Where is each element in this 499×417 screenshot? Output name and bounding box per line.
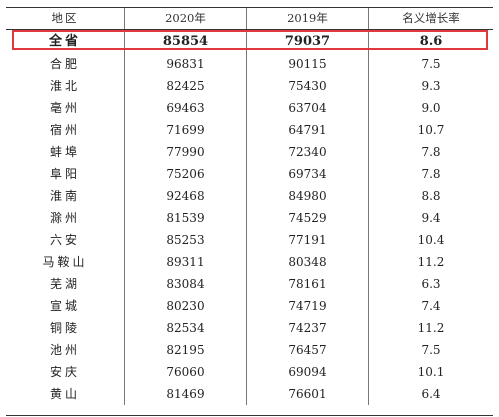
- header-2020: 2020年: [124, 8, 246, 29]
- total-2019: 79037: [246, 30, 368, 53]
- row-growth: 7.5: [368, 53, 493, 75]
- row-growth: 10.7: [368, 119, 493, 141]
- row-2020: 92468: [124, 185, 246, 207]
- row-region: 淮南: [49, 189, 80, 203]
- row-growth: 7.5: [368, 339, 493, 361]
- row-2020: 96831: [124, 53, 246, 75]
- row-2020: 76060: [124, 361, 246, 383]
- table-row: 亳州 69463 63704 9.0: [6, 97, 493, 119]
- row-growth: 7.8: [368, 141, 493, 163]
- row-region: 亳州: [49, 101, 80, 115]
- row-2019: 76601: [246, 383, 368, 405]
- table-row: 黄山 81469 76601 6.4: [6, 383, 493, 405]
- table-row: 合肥 96831 90115 7.5: [6, 53, 493, 75]
- row-region: 六安: [49, 233, 80, 247]
- table-row: 滁州 81539 74529 9.4: [6, 207, 493, 229]
- row-growth: 8.8: [368, 185, 493, 207]
- row-2020: 75206: [124, 163, 246, 185]
- row-region: 安庆: [49, 365, 80, 379]
- row-growth: 7.4: [368, 295, 493, 317]
- row-2019: 74719: [246, 295, 368, 317]
- row-region: 蚌埠: [49, 145, 80, 159]
- table-row: 蚌埠 77990 72340 7.8: [6, 141, 493, 163]
- wage-table: 地区 2020年 2019年 名义增长率 全省 85854 79037 8.6 …: [6, 7, 493, 416]
- row-region: 阜阳: [49, 167, 80, 181]
- row-growth: 9.3: [368, 75, 493, 97]
- table-row: 芜湖 83084 78161 6.3: [6, 273, 493, 295]
- row-2020: 83084: [124, 273, 246, 295]
- row-region: 铜陵: [49, 321, 80, 335]
- row-growth: 9.4: [368, 207, 493, 229]
- row-2019: 69094: [246, 361, 368, 383]
- row-region: 黄山: [49, 387, 80, 401]
- total-region: 全省: [48, 34, 81, 49]
- row-growth: 10.4: [368, 229, 493, 251]
- row-growth: 7.8: [368, 163, 493, 185]
- header-2019: 2019年: [246, 8, 368, 29]
- row-2019: 90115: [246, 53, 368, 75]
- row-2020: 82425: [124, 75, 246, 97]
- row-region: 淮北: [49, 79, 80, 93]
- row-2020: 71699: [124, 119, 246, 141]
- row-region: 合肥: [49, 57, 80, 71]
- row-growth: 6.4: [368, 383, 493, 405]
- table-row: 淮北 82425 75430 9.3: [6, 75, 493, 97]
- row-2020: 82195: [124, 339, 246, 361]
- table-row: 安庆 76060 69094 10.1: [6, 361, 493, 383]
- row-growth: 10.1: [368, 361, 493, 383]
- header-growth-rate: 名义增长率: [368, 8, 493, 29]
- row-2019: 76457: [246, 339, 368, 361]
- row-region: 滁州: [49, 211, 80, 225]
- row-2019: 74237: [246, 317, 368, 339]
- table-header-row: 地区 2020年 2019年 名义增长率: [6, 8, 493, 30]
- row-2020: 85253: [124, 229, 246, 251]
- row-2019: 77191: [246, 229, 368, 251]
- row-2020: 81469: [124, 383, 246, 405]
- row-region: 芜湖: [49, 277, 80, 291]
- header-region: 地区: [51, 11, 79, 25]
- row-2020: 80230: [124, 295, 246, 317]
- row-region: 池州: [49, 343, 80, 357]
- row-2019: 63704: [246, 97, 368, 119]
- row-2020: 89311: [124, 251, 246, 273]
- total-2020: 85854: [124, 30, 246, 53]
- row-growth: 9.0: [368, 97, 493, 119]
- table-row: 马鞍山 89311 80348 11.2: [6, 251, 493, 273]
- row-growth: 11.2: [368, 251, 493, 273]
- province-total-row: 全省 85854 79037 8.6: [6, 30, 493, 53]
- row-2020: 81539: [124, 207, 246, 229]
- row-2019: 84980: [246, 185, 368, 207]
- row-2019: 72340: [246, 141, 368, 163]
- row-2020: 77990: [124, 141, 246, 163]
- row-region: 马鞍山: [42, 255, 88, 269]
- row-2019: 74529: [246, 207, 368, 229]
- row-2019: 75430: [246, 75, 368, 97]
- row-2019: 64791: [246, 119, 368, 141]
- row-2019: 69734: [246, 163, 368, 185]
- row-region: 宿州: [49, 123, 80, 137]
- row-growth: 6.3: [368, 273, 493, 295]
- table-row: 宿州 71699 64791 10.7: [6, 119, 493, 141]
- row-region: 宣城: [49, 299, 80, 313]
- row-2020: 82534: [124, 317, 246, 339]
- table-row: 铜陵 82534 74237 11.2: [6, 317, 493, 339]
- table-row: 六安 85253 77191 10.4: [6, 229, 493, 251]
- row-growth: 11.2: [368, 317, 493, 339]
- table-row: 淮南 92468 84980 8.8: [6, 185, 493, 207]
- row-2019: 78161: [246, 273, 368, 295]
- row-2020: 69463: [124, 97, 246, 119]
- table-row: 阜阳 75206 69734 7.8: [6, 163, 493, 185]
- row-2019: 80348: [246, 251, 368, 273]
- table-row: 宣城 80230 74719 7.4: [6, 295, 493, 317]
- table-row: 池州 82195 76457 7.5: [6, 339, 493, 361]
- total-growth: 8.6: [368, 30, 493, 53]
